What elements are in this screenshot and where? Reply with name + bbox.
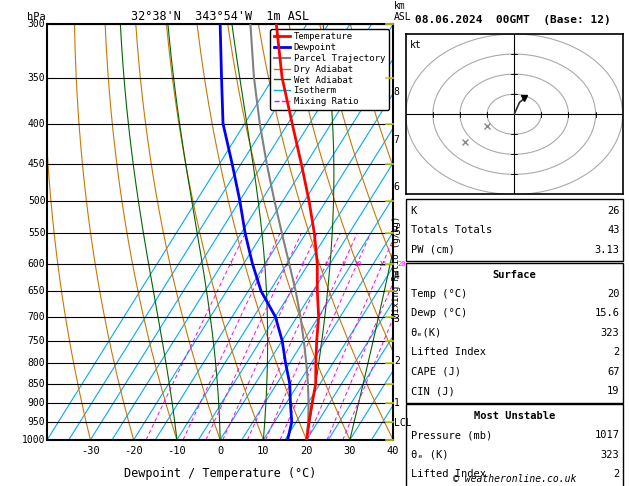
Text: 1: 1 [394, 398, 399, 408]
Text: 40: 40 [387, 446, 399, 456]
Text: 3.13: 3.13 [594, 245, 620, 255]
Text: km
ASL: km ASL [394, 0, 411, 22]
Text: 2: 2 [264, 260, 268, 266]
Text: 500: 500 [28, 195, 45, 206]
Text: © weatheronline.co.uk: © weatheronline.co.uk [452, 474, 576, 484]
Text: hPa: hPa [26, 12, 45, 22]
Text: 15.6: 15.6 [594, 309, 620, 318]
Text: 4: 4 [301, 260, 305, 266]
Text: kt: kt [410, 40, 422, 51]
Text: 600: 600 [28, 259, 45, 269]
Text: 10: 10 [257, 446, 270, 456]
Text: 30: 30 [343, 446, 356, 456]
Text: θₑ(K): θₑ(K) [411, 328, 442, 338]
Text: 323: 323 [601, 450, 620, 460]
Text: 0: 0 [217, 446, 223, 456]
Text: K: K [411, 206, 417, 216]
Text: 650: 650 [28, 286, 45, 296]
Text: 700: 700 [28, 312, 45, 322]
Text: PW (cm): PW (cm) [411, 245, 455, 255]
Text: 2: 2 [613, 347, 620, 357]
Text: 20: 20 [607, 289, 620, 299]
Text: 550: 550 [28, 228, 45, 239]
Text: 1000: 1000 [22, 435, 45, 445]
Text: LCL: LCL [394, 418, 411, 428]
Text: 8: 8 [342, 260, 346, 266]
Text: -10: -10 [167, 446, 186, 456]
Text: 7: 7 [394, 136, 399, 145]
Text: 2: 2 [613, 469, 620, 479]
Title: 32°38'N  343°54'W  1m ASL: 32°38'N 343°54'W 1m ASL [131, 10, 309, 23]
Text: -20: -20 [125, 446, 143, 456]
Text: 3: 3 [394, 313, 399, 324]
Text: 26: 26 [607, 206, 620, 216]
Text: 20: 20 [397, 260, 406, 266]
Text: Most Unstable: Most Unstable [474, 411, 555, 421]
Text: 19: 19 [607, 386, 620, 396]
Text: 750: 750 [28, 335, 45, 346]
Text: Temp (°C): Temp (°C) [411, 289, 467, 299]
Text: 4: 4 [394, 271, 399, 281]
Text: 900: 900 [28, 399, 45, 408]
Text: 800: 800 [28, 358, 45, 368]
Text: 15: 15 [379, 260, 387, 266]
Text: 08.06.2024  00GMT  (Base: 12): 08.06.2024 00GMT (Base: 12) [415, 15, 611, 25]
Text: 950: 950 [28, 417, 45, 427]
Legend: Temperature, Dewpoint, Parcel Trajectory, Dry Adiabat, Wet Adiabat, Isotherm, Mi: Temperature, Dewpoint, Parcel Trajectory… [270, 29, 389, 110]
Text: Totals Totals: Totals Totals [411, 226, 492, 235]
Text: 67: 67 [607, 367, 620, 377]
Text: 350: 350 [28, 72, 45, 83]
Text: 3: 3 [285, 260, 289, 266]
Text: CAPE (J): CAPE (J) [411, 367, 460, 377]
Text: 8: 8 [394, 87, 399, 97]
Text: Lifted Index: Lifted Index [411, 347, 486, 357]
Text: Pressure (mb): Pressure (mb) [411, 431, 492, 440]
Text: 300: 300 [28, 19, 45, 29]
Text: 6: 6 [325, 260, 328, 266]
Text: Mixing Ratio (g/kg): Mixing Ratio (g/kg) [392, 216, 401, 318]
Text: 10: 10 [353, 260, 362, 266]
Text: 850: 850 [28, 379, 45, 389]
Text: θₑ (K): θₑ (K) [411, 450, 448, 460]
Text: CIN (J): CIN (J) [411, 386, 455, 396]
Text: 323: 323 [601, 328, 620, 338]
Text: 1: 1 [228, 260, 233, 266]
Text: Dewpoint / Temperature (°C): Dewpoint / Temperature (°C) [124, 467, 316, 480]
Text: 5: 5 [394, 227, 399, 237]
Text: 6: 6 [394, 182, 399, 192]
Text: 400: 400 [28, 119, 45, 129]
Text: 450: 450 [28, 159, 45, 169]
Text: 1017: 1017 [594, 431, 620, 440]
Text: 20: 20 [301, 446, 313, 456]
Text: -30: -30 [81, 446, 100, 456]
Text: 2: 2 [394, 356, 399, 366]
Text: Dewp (°C): Dewp (°C) [411, 309, 467, 318]
Text: 43: 43 [607, 226, 620, 235]
Text: Lifted Index: Lifted Index [411, 469, 486, 479]
Text: Surface: Surface [493, 270, 536, 279]
